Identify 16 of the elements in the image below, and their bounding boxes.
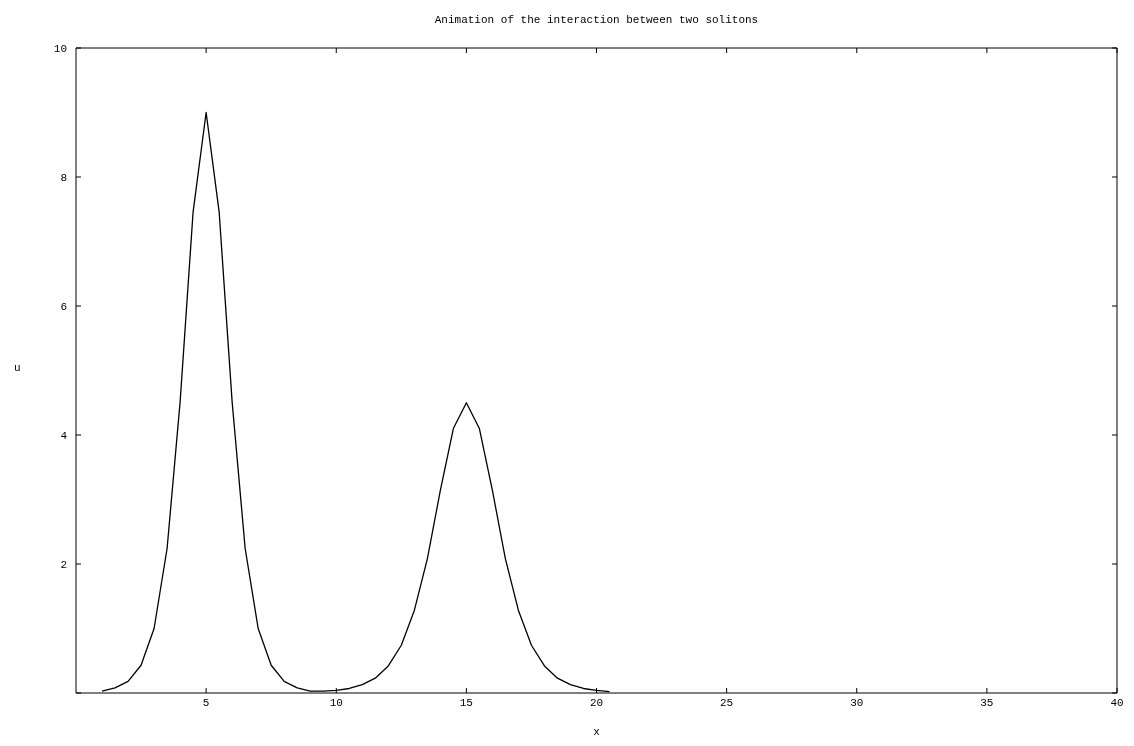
x-tick-label: 15 [459,696,473,709]
chart-title: Animation of the interaction between two solitons [433,14,760,26]
y-tick-label: 4 [60,429,68,442]
x-axis-title: x [592,726,601,738]
y-axis-title: u [14,362,21,374]
x-tick-label: 40 [1110,696,1124,709]
y-tick-label: 6 [60,300,67,313]
x-tick-label: 5 [202,696,210,709]
y-tick-label: 10 [53,42,67,55]
x-tick-label: 20 [589,696,604,709]
x-tick-label: 10 [329,696,343,709]
x-tick-label: 30 [850,696,864,709]
y-tick-label: 8 [60,171,67,184]
y-tick-label: 2 [60,558,67,571]
x-tick-label: 35 [980,696,994,709]
x-tick-label: 25 [720,696,734,709]
